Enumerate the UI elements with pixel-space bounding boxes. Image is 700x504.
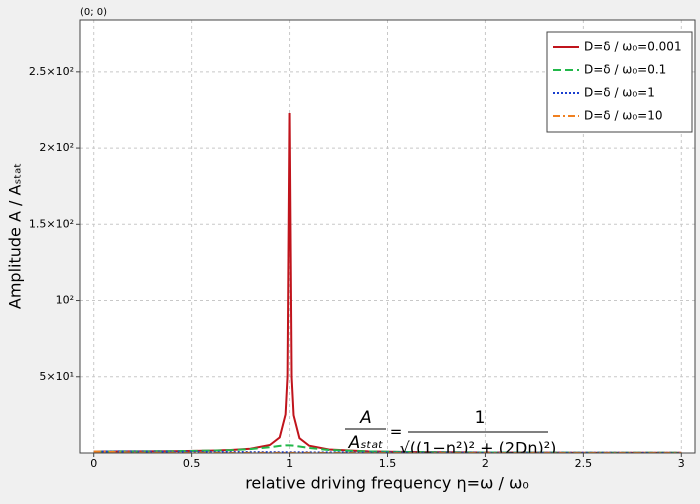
x-axis-label: relative driving frequency η=ω / ω₀	[245, 474, 529, 493]
x-tick-label: 0	[90, 457, 97, 470]
plot-frame	[79, 19, 696, 454]
x-tick-label: 3	[678, 457, 685, 470]
legend: D=δ / ω₀=0.001 D=δ / ω₀=0.1 D=δ / ω₀=1 D=δ …	[546, 31, 693, 133]
series-line	[93, 444, 682, 453]
legend-label: D=δ / ω₀=1	[584, 86, 655, 100]
formula-text: =	[390, 423, 403, 441]
y-tick-label: 2×10²	[39, 141, 74, 154]
formula-text: A	[359, 408, 372, 428]
y-tick-label: 1.5×10²	[29, 217, 74, 230]
legend-label: D=δ / ω₀=0.001	[584, 40, 682, 54]
x-tick-label: 2	[482, 457, 489, 470]
y-axis-label: Amplitude A / Aₛₜₐₜ	[6, 163, 25, 309]
formula-text: Aₛₜₐₜ	[348, 433, 384, 453]
formula-text: √((1−η²)² + (2Dη)²)	[400, 439, 557, 458]
x-tick-label: 0.5	[183, 457, 201, 470]
x-tick-label: 2.5	[575, 457, 593, 470]
x-tick-label: 1.5	[379, 457, 397, 470]
annotation: (0; 0)	[80, 7, 107, 18]
formula-text: 1	[475, 408, 486, 428]
y-tick-label: 2.5×10²	[29, 65, 74, 78]
formula: A Aₛₜₐₜ = 1 √((1−η²)² + (2Dη)²)	[345, 408, 557, 458]
y-tick-label: 10²	[56, 294, 74, 307]
legend-label: D=δ / ω₀=0.1	[584, 63, 666, 77]
y-tick-label: 5×10¹	[39, 370, 74, 383]
legend-label: D=δ / ω₀=10	[584, 109, 663, 123]
x-tick-label: 1	[286, 457, 293, 470]
